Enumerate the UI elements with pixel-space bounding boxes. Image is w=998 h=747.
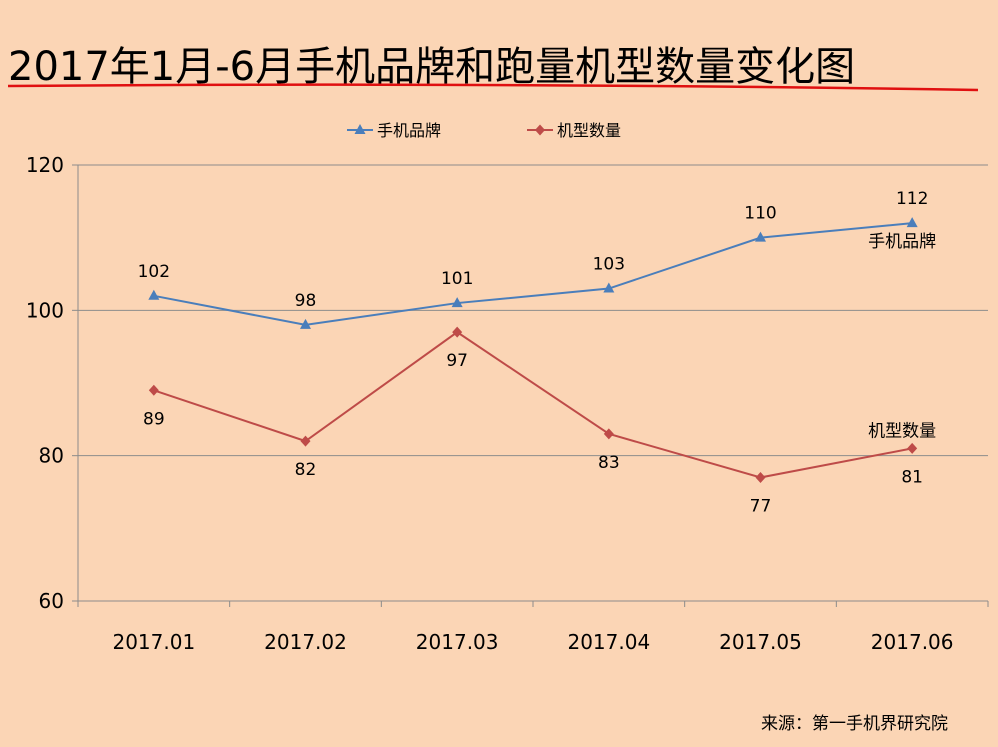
chart-title: 2017年1月-6月手机品牌和跑量机型数量变化图 — [8, 44, 856, 90]
data-label: 112 — [896, 189, 928, 209]
legend-marker — [535, 124, 545, 136]
data-point-marker — [906, 217, 918, 228]
legend-marker — [354, 124, 366, 134]
x-tick-label: 2017.04 — [567, 630, 650, 654]
legend-label: 机型数量 — [557, 121, 621, 140]
y-tick-label: 60 — [39, 589, 64, 613]
data-label: 101 — [441, 269, 473, 289]
source-note: 来源：第一手机界研究院 — [761, 714, 948, 734]
x-tick-label: 2017.05 — [719, 630, 802, 654]
data-point-marker — [451, 297, 463, 308]
data-label: 102 — [138, 262, 170, 282]
series-end-label: 机型数量 — [868, 421, 936, 441]
x-tick-label: 2017.01 — [112, 630, 195, 654]
data-label: 82 — [295, 460, 317, 480]
y-tick-label: 80 — [39, 444, 64, 468]
series-end-label: 手机品牌 — [868, 232, 936, 252]
data-point-marker — [300, 435, 311, 447]
title-underline — [8, 83, 979, 92]
x-tick-label: 2017.02 — [264, 630, 347, 654]
data-point-marker — [755, 471, 766, 483]
series-line-2 — [153, 330, 913, 479]
data-label: 103 — [593, 255, 625, 275]
data-label: 81 — [901, 467, 923, 487]
data-point-marker — [452, 326, 463, 338]
data-point-marker — [300, 318, 311, 329]
data-label: 110 — [744, 204, 776, 224]
data-point-marker — [148, 289, 160, 300]
x-tick-label: 2017.06 — [871, 630, 954, 654]
series-line-1 — [153, 222, 913, 326]
data-point-marker — [755, 231, 766, 242]
data-label: 83 — [598, 453, 620, 473]
data-point-marker — [603, 282, 615, 293]
data-point-marker — [907, 442, 918, 454]
y-tick-label: 120 — [26, 153, 64, 177]
y-tick-label: 100 — [26, 298, 64, 322]
data-label: 97 — [446, 351, 468, 371]
data-label: 77 — [750, 496, 772, 516]
legend-label: 手机品牌 — [377, 121, 441, 140]
line-chart: 60 80 100 120 2017.01 2017.02 2017.03 2017.04 20… — [26, 121, 989, 654]
x-tick-label: 2017.03 — [416, 630, 499, 654]
data-label: 89 — [143, 409, 165, 429]
title-underline-stroke — [8, 83, 979, 92]
data-label: 98 — [295, 291, 317, 311]
data-point-marker — [603, 428, 614, 440]
data-point-marker — [148, 384, 159, 396]
